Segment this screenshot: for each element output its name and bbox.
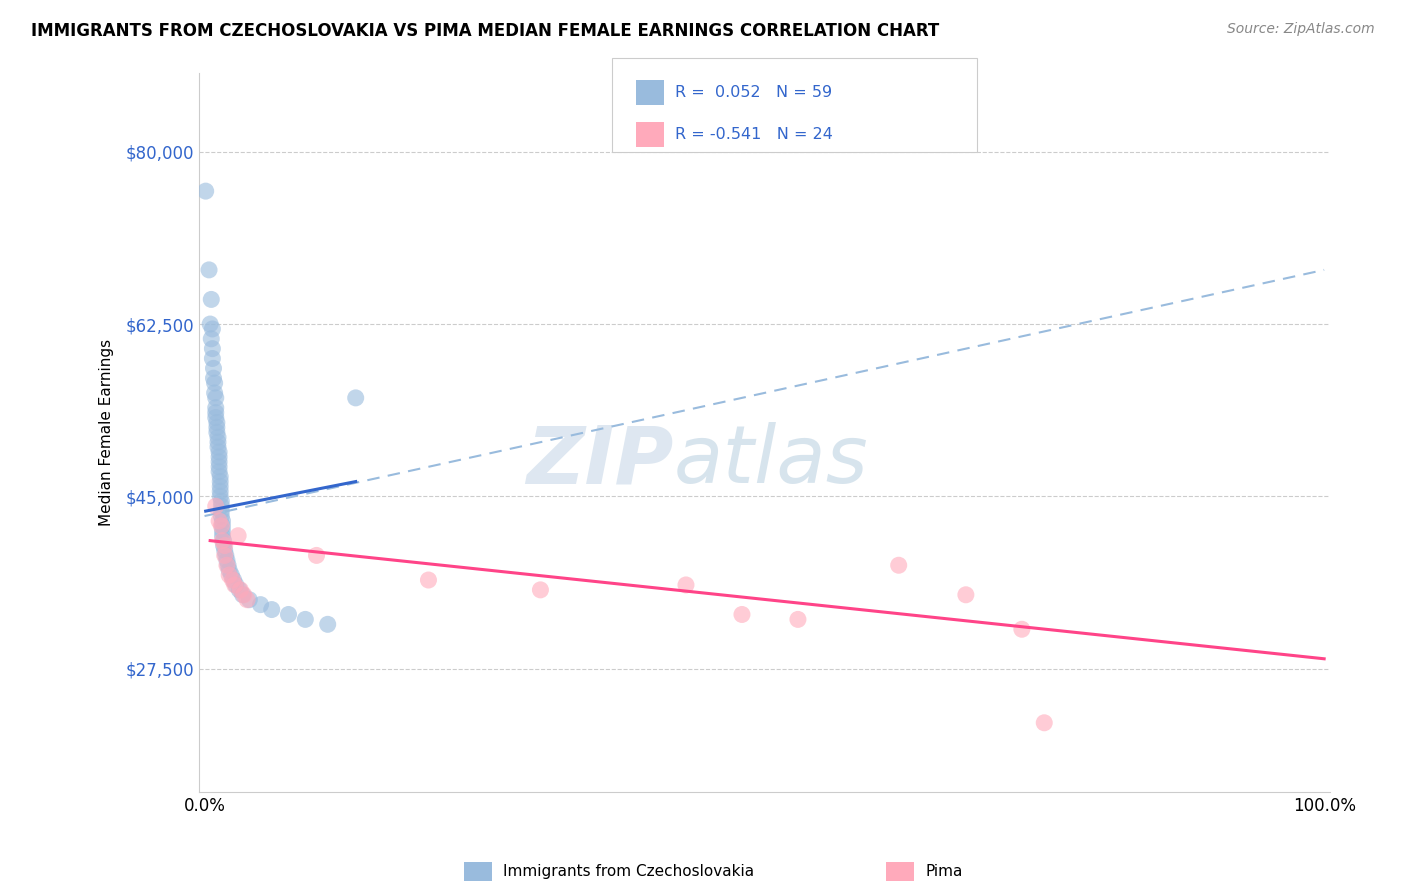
Point [232, 588, 254, 602]
Point [205, 420, 228, 434]
Point [211, 524, 233, 538]
Point [222, 573, 245, 587]
Point [225, 578, 247, 592]
Point [214, 549, 236, 563]
Point [209, 519, 232, 533]
Point [194, 184, 217, 198]
Point [1033, 715, 1056, 730]
Text: Immigrants from Czechoslovakia: Immigrants from Czechoslovakia [503, 864, 755, 879]
Text: Pima: Pima [925, 864, 963, 879]
Point [221, 568, 243, 582]
Point [204, 401, 226, 415]
Point [207, 430, 229, 444]
Point [204, 376, 226, 390]
Point [198, 317, 221, 331]
Point [208, 450, 231, 464]
Point [211, 529, 233, 543]
Point [200, 293, 222, 307]
Point [260, 602, 283, 616]
Point [205, 425, 228, 440]
Point [731, 607, 754, 622]
Point [218, 568, 240, 582]
Point [344, 391, 367, 405]
Point [221, 573, 243, 587]
Point [215, 549, 238, 563]
Point [209, 499, 232, 513]
Point [217, 558, 239, 573]
Point [215, 558, 238, 573]
Point [207, 440, 229, 454]
Point [209, 494, 232, 508]
Point [204, 386, 226, 401]
Text: atlas: atlas [673, 422, 869, 500]
Point [305, 549, 328, 563]
Point [202, 361, 225, 376]
Point [529, 582, 551, 597]
Text: R =  0.052   N = 59: R = 0.052 N = 59 [675, 86, 832, 101]
Point [211, 514, 233, 528]
Point [226, 529, 249, 543]
Point [249, 598, 271, 612]
Point [277, 607, 299, 622]
Point [209, 469, 232, 483]
Point [209, 479, 232, 493]
Point [218, 563, 240, 577]
Point [212, 539, 235, 553]
Point [208, 445, 231, 459]
Text: Source: ZipAtlas.com: Source: ZipAtlas.com [1227, 22, 1375, 37]
Point [201, 322, 224, 336]
Point [202, 371, 225, 385]
Point [228, 582, 250, 597]
Point [316, 617, 339, 632]
Point [208, 514, 231, 528]
Point [955, 588, 977, 602]
Point [209, 475, 232, 489]
Point [211, 519, 233, 533]
Text: IMMIGRANTS FROM CZECHOSLOVAKIA VS PIMA MEDIAN FEMALE EARNINGS CORRELATION CHART: IMMIGRANTS FROM CZECHOSLOVAKIA VS PIMA M… [31, 22, 939, 40]
Point [294, 612, 316, 626]
Point [238, 592, 260, 607]
Point [200, 332, 222, 346]
Point [1011, 622, 1033, 636]
Point [204, 391, 226, 405]
Point [205, 416, 228, 430]
Text: ZIP: ZIP [526, 422, 673, 500]
Point [211, 533, 233, 548]
Point [212, 533, 235, 548]
Point [232, 588, 254, 602]
Point [224, 578, 246, 592]
Text: R = -0.541   N = 24: R = -0.541 N = 24 [675, 127, 832, 142]
Point [214, 539, 236, 553]
Point [209, 509, 232, 524]
Point [418, 573, 440, 587]
Point [787, 612, 810, 626]
Point [208, 465, 231, 479]
Point [229, 582, 252, 597]
Point [204, 410, 226, 425]
Y-axis label: Median Female Earnings: Median Female Earnings [100, 339, 114, 526]
Point [201, 351, 224, 366]
Point [208, 455, 231, 469]
Point [204, 499, 226, 513]
Point [208, 459, 231, 474]
Point [214, 543, 236, 558]
Point [209, 489, 232, 503]
Point [209, 504, 232, 518]
Point [207, 435, 229, 450]
Point [204, 406, 226, 420]
Point [201, 342, 224, 356]
Point [236, 592, 259, 607]
Point [887, 558, 910, 573]
Point [215, 553, 238, 567]
Point [209, 484, 232, 499]
Point [675, 578, 697, 592]
Point [198, 263, 221, 277]
